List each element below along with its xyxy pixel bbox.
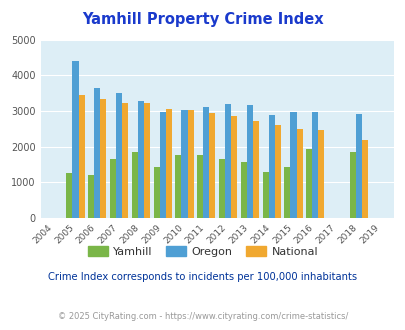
Bar [262, 172, 268, 218]
Bar [246, 105, 252, 218]
Bar [230, 115, 237, 218]
Bar [94, 88, 100, 218]
Bar [100, 99, 106, 218]
Bar [66, 173, 72, 218]
Bar [274, 125, 280, 218]
Bar [165, 110, 171, 218]
Bar [197, 155, 203, 218]
Legend: Yamhill, Oregon, National: Yamhill, Oregon, National [83, 242, 322, 261]
Bar [224, 104, 230, 218]
Bar [187, 110, 193, 218]
Bar [252, 120, 258, 218]
Bar [181, 110, 187, 218]
Bar [218, 159, 224, 218]
Bar [209, 113, 215, 218]
Bar [116, 93, 122, 218]
Bar [175, 155, 181, 218]
Bar [138, 101, 144, 218]
Bar [78, 95, 84, 218]
Bar [240, 162, 246, 218]
Bar [284, 167, 290, 218]
Text: © 2025 CityRating.com - https://www.cityrating.com/crime-statistics/: © 2025 CityRating.com - https://www.city… [58, 312, 347, 321]
Bar [349, 152, 355, 218]
Bar [122, 103, 128, 218]
Bar [110, 159, 116, 218]
Bar [318, 130, 324, 218]
Bar [153, 167, 159, 218]
Bar [268, 115, 274, 218]
Bar [355, 115, 361, 218]
Bar [296, 129, 302, 218]
Bar [131, 152, 138, 218]
Bar [290, 112, 296, 218]
Bar [361, 140, 367, 218]
Bar [144, 103, 150, 218]
Bar [203, 107, 209, 218]
Text: Crime Index corresponds to incidents per 100,000 inhabitants: Crime Index corresponds to incidents per… [48, 272, 357, 282]
Bar [88, 175, 94, 218]
Text: Yamhill Property Crime Index: Yamhill Property Crime Index [82, 12, 323, 26]
Bar [159, 112, 165, 218]
Bar [311, 112, 318, 218]
Bar [72, 61, 78, 218]
Bar [305, 149, 311, 218]
